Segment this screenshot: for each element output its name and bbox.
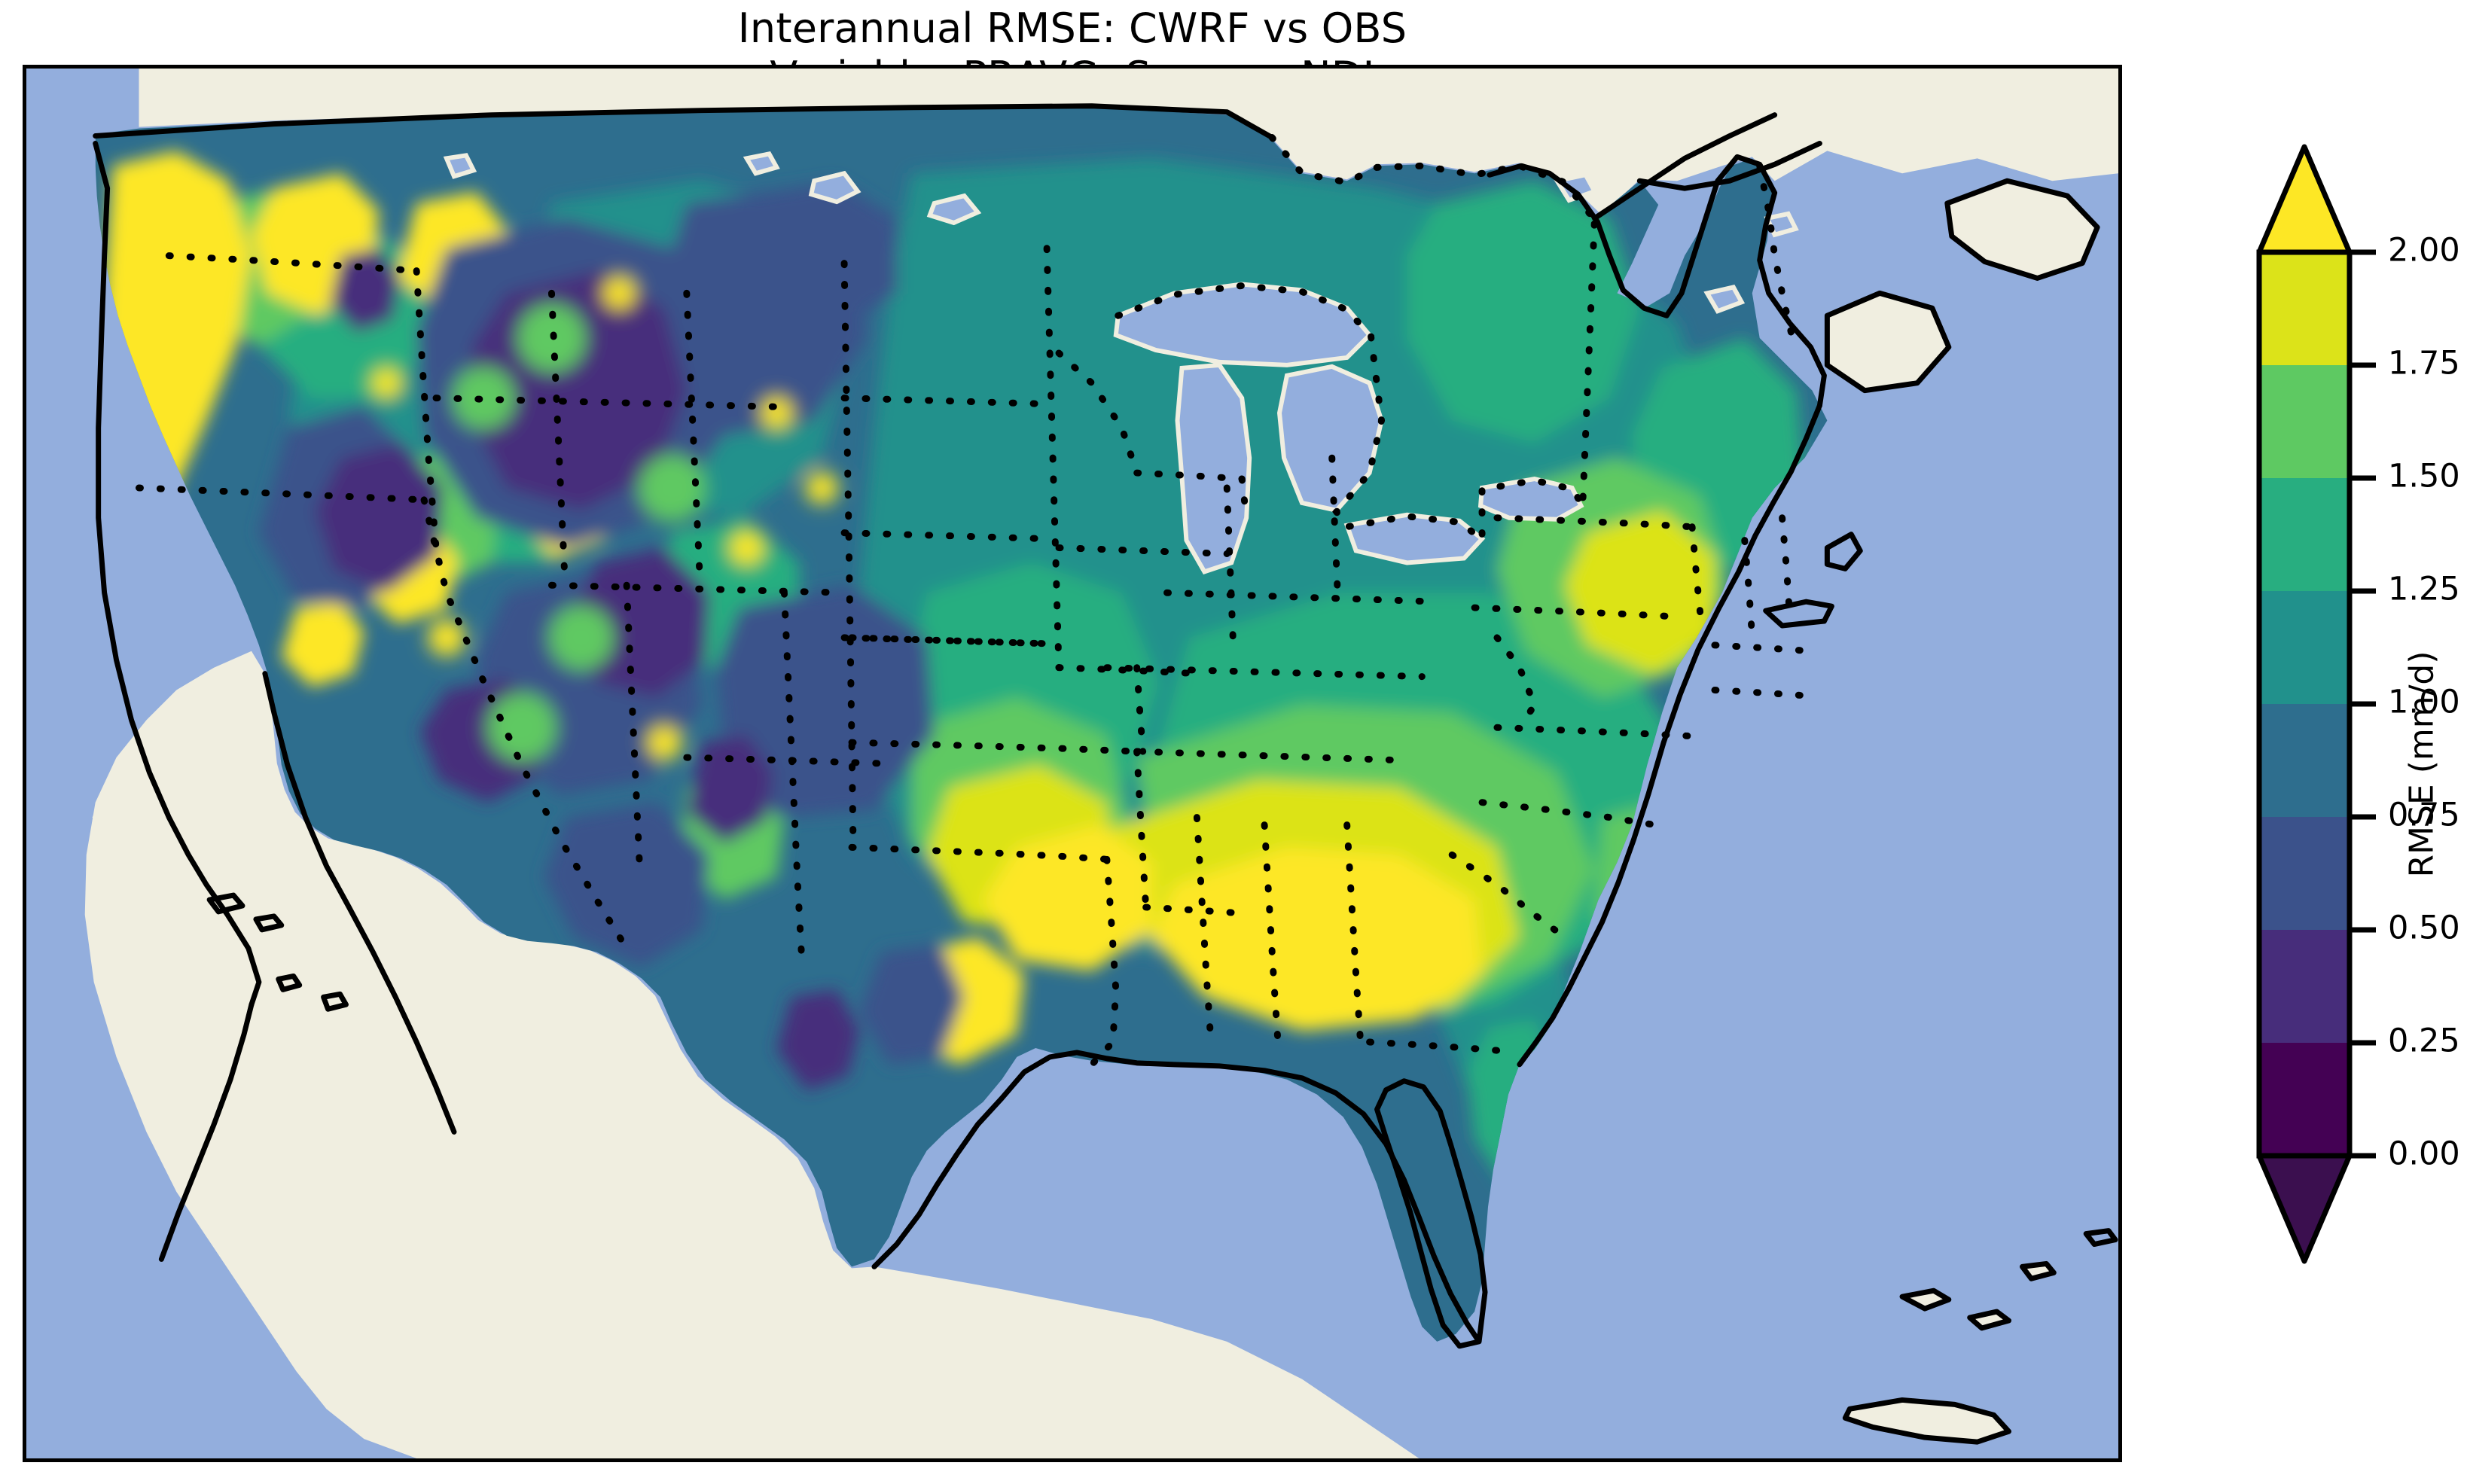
colorbar-bands [2256, 144, 2353, 1264]
colorbar-tick-labels: 2.00 1.75 1.50 1.25 1.00 0.75 0.50 0.25 … [2388, 232, 2460, 1173]
state-borders [135, 134, 1816, 1068]
map-axes [23, 65, 2122, 1462]
cb-tick-7: 0.25 [2388, 1022, 2460, 1060]
cb-tick-5: 0.75 [2388, 797, 2460, 834]
cb-tick-6: 0.50 [2388, 910, 2460, 947]
cb-tick-1: 1.75 [2388, 345, 2460, 382]
colorbar-under-arrow [2256, 1153, 2353, 1264]
cb-tick-2: 1.50 [2388, 458, 2460, 495]
colorbar-over-arrow [2256, 144, 2353, 255]
cb-tick-0: 2.00 [2388, 232, 2460, 270]
colorbar-axis-label: RMSE (mm/d) [2395, 113, 2448, 1415]
colorbar-label-text: RMSE (mm/d) [2402, 651, 2441, 878]
coastlines [93, 103, 2118, 1445]
land-outside-domain [84, 69, 2118, 1458]
colorbar: 2.00 1.75 1.50 1.25 1.00 0.75 0.50 0.25 … [2248, 113, 2467, 1415]
rmse-contour-map [26, 69, 2118, 1458]
title-line-1: Interannual RMSE: CWRF vs OBS [737, 5, 1407, 52]
colorbar-svg: 2.00 1.75 1.50 1.25 1.00 0.75 0.50 0.25 … [2256, 144, 2460, 1264]
cb-tick-8: 0.00 [2388, 1135, 2460, 1173]
colorbar-ticks [2350, 249, 2376, 1159]
cb-tick-4: 1.00 [2388, 684, 2460, 721]
cb-tick-3: 1.25 [2388, 571, 2460, 608]
